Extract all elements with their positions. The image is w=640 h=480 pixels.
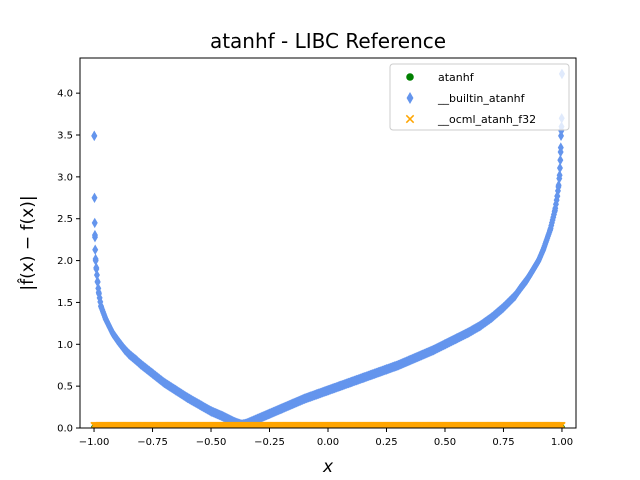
data-point bbox=[556, 173, 563, 184]
legend-label: atanhf bbox=[438, 71, 475, 84]
y-tick-label: 0.0 bbox=[57, 424, 73, 435]
x-tick-label: 0.25 bbox=[375, 437, 397, 448]
legend-marker bbox=[405, 114, 415, 124]
legend-label: __ocml_atanh_f32 bbox=[437, 113, 536, 126]
y-ticks: 0.0 0.5 1.0 1.5 2.0 2.5 3.0 3.5 4.0 bbox=[57, 89, 80, 435]
data-point bbox=[91, 229, 98, 241]
x-tick-label: 0.50 bbox=[434, 437, 456, 448]
x-tick-label: −0.50 bbox=[196, 437, 227, 448]
y-tick-label: 2.5 bbox=[57, 214, 73, 225]
data-point bbox=[558, 130, 565, 142]
y-tick-label: 4.0 bbox=[57, 89, 73, 100]
y-tick-label: 3.0 bbox=[57, 172, 73, 183]
x-tick-label: −1.00 bbox=[79, 437, 110, 448]
y-axis-label: |f̂(x) − f(x)| bbox=[17, 195, 38, 290]
data-point bbox=[91, 130, 98, 142]
x-tick-label: 1.00 bbox=[551, 437, 573, 448]
data-point bbox=[555, 180, 562, 191]
x-tick-label: 0.00 bbox=[317, 437, 339, 448]
x-tick-label: −0.25 bbox=[254, 437, 285, 448]
data-point bbox=[91, 217, 98, 229]
legend-marker bbox=[406, 73, 414, 81]
x-axis-label: x bbox=[322, 457, 334, 477]
data-point bbox=[93, 262, 100, 273]
data-point bbox=[91, 192, 98, 203]
data-point bbox=[554, 190, 561, 202]
series-__builtin_atanhf bbox=[91, 68, 565, 428]
legend-label: __builtin_atanhf bbox=[437, 92, 526, 105]
x-ticks: −1.00 −0.75 −0.50 −0.25 0.00 0.25 0.50 0.75 1.00 bbox=[79, 428, 573, 448]
data-point bbox=[557, 154, 564, 166]
y-tick-label: 2.0 bbox=[57, 256, 73, 267]
data-point bbox=[93, 269, 100, 281]
x-tick-label: −0.75 bbox=[137, 437, 168, 448]
y-tick-label: 1.5 bbox=[57, 298, 73, 309]
x-tick-label: 0.75 bbox=[492, 437, 514, 448]
legend-box bbox=[389, 63, 570, 131]
data-point bbox=[553, 194, 560, 206]
data-point bbox=[92, 253, 99, 265]
data-point bbox=[556, 162, 563, 174]
y-tick-label: 1.0 bbox=[57, 340, 73, 351]
data-point bbox=[92, 244, 99, 255]
y-tick-label: 0.5 bbox=[57, 382, 73, 393]
y-tick-label: 3.5 bbox=[57, 131, 73, 142]
legend: atanhf __builtin_atanhf __ocml_atanh_f32 bbox=[389, 63, 570, 131]
data-point bbox=[557, 146, 564, 158]
legend-marker bbox=[406, 92, 414, 104]
chart-title: atanhf - LIBC Reference bbox=[210, 29, 446, 53]
plot-layer bbox=[90, 68, 566, 428]
